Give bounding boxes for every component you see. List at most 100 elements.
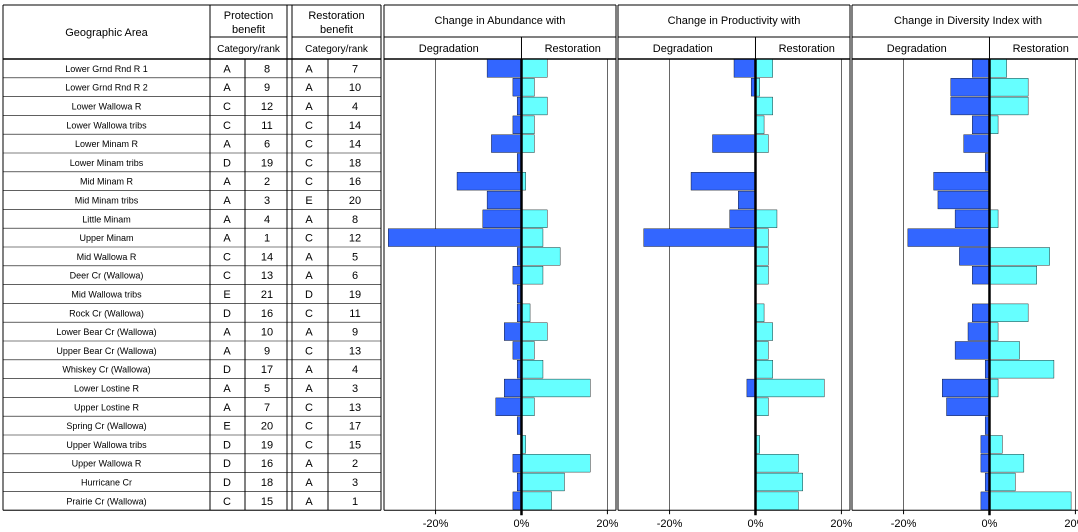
degradation-bar [937,190,990,210]
degradation-bar [738,190,756,210]
rest-category: A [305,270,313,282]
restoration-bar [521,59,548,78]
rest-rank: 3 [352,477,358,489]
header-prot-cat-rank: Category/rank [217,44,281,55]
prot-rank: 21 [261,289,273,301]
header-rest-cat-rank: Category/rank [305,44,369,55]
prot-category: A [223,82,231,94]
restoration-bar [521,228,544,247]
rest-category: C [305,176,313,188]
prot-category: C [223,251,231,263]
prot-category: D [223,477,231,489]
rest-category: C [305,120,313,132]
restoration-bar [989,341,1020,360]
rest-rank: 7 [352,63,358,75]
area-label: Upper Lostine R [74,402,140,412]
restoration-bar [989,96,1029,116]
restoration-label: Restoration [1013,43,1069,55]
rest-category: E [305,195,312,207]
area-label: Lower Wallowa tribs [66,120,147,130]
degradation-bar [733,59,756,78]
restoration-bar [521,322,548,341]
restoration-bar [521,266,544,285]
restoration-bar [755,59,773,78]
prot-rank: 18 [261,477,273,489]
prot-category: C [223,496,231,508]
prot-rank: 5 [264,383,270,395]
restoration-bar [521,247,561,266]
prot-rank: 15 [261,496,273,508]
area-label: Upper Wallowa R [72,459,142,469]
degradation-bar [491,134,522,153]
degradation-bar [486,190,522,210]
area-label: Lower Grnd Rnd R 1 [65,64,148,74]
degradation-bar [495,397,522,416]
prot-rank: 19 [261,439,273,451]
x-tick-label: -20% [423,518,449,527]
prot-category: A [223,214,231,226]
rest-category: A [305,327,313,339]
degradation-bar [486,59,522,78]
degradation-bar [980,435,990,454]
degradation-bar [512,266,522,285]
restoration-bar [989,303,1029,322]
prot-rank: 11 [261,120,272,132]
prot-category: C [223,270,231,282]
area-label: Lower Wallowa R [72,102,142,112]
degradation-bar [950,78,990,97]
restoration-bar [755,454,799,473]
degradation-bar [504,322,522,341]
restoration-bar [989,378,999,398]
restoration-bar [755,134,769,153]
area-label: Lower Grnd Rnd R 2 [65,83,148,93]
degradation-bar [963,134,990,153]
rest-category: D [305,289,313,301]
rest-category: A [305,251,313,263]
restoration-bar [755,96,773,116]
area-label: Hurricane Cr [81,478,132,488]
rest-rank: 18 [349,157,361,169]
prot-category: A [223,383,231,395]
degradation-label: Degradation [653,43,713,55]
rest-rank: 19 [349,289,361,301]
prot-category: C [223,120,231,132]
rest-rank: 13 [349,402,361,414]
restoration-bar [755,115,765,134]
prot-category: E [223,421,230,433]
restoration-bar [755,397,769,416]
rest-category: A [305,383,313,395]
degradation-bar [933,172,990,191]
restoration-bar [521,209,548,228]
area-label: Lower Bear Cr (Wallowa) [56,327,156,337]
restoration-bar [989,209,999,228]
prot-category: A [223,345,231,357]
restoration-bar [521,378,591,398]
prot-category: A [223,139,231,151]
rest-rank: 8 [352,214,358,226]
restoration-bar [755,228,769,247]
degradation-bar [946,397,990,416]
prot-rank: 7 [264,402,270,414]
rest-rank: 6 [352,270,358,282]
prot-rank: 3 [264,195,270,207]
restoration-bar [989,266,1037,285]
x-tick-label: 0% [982,518,998,527]
prot-category: A [223,176,231,188]
panel-title: Change in Diversity Index with [894,15,1042,27]
degradation-bar [512,115,522,134]
area-label: Mid Wallowa R [77,252,137,262]
prot-category: D [223,157,231,169]
area-label: Mid Wallowa tribs [71,290,142,300]
degradation-bar [712,134,756,153]
prot-rank: 13 [261,270,273,282]
degradation-bar [942,378,990,398]
rest-category: A [305,101,313,113]
rest-rank: 11 [349,308,360,320]
restoration-bar [521,472,565,492]
restoration-bar [755,472,803,492]
degradation-bar [746,378,756,398]
rest-rank: 14 [349,139,361,151]
prot-rank: 12 [261,101,273,113]
